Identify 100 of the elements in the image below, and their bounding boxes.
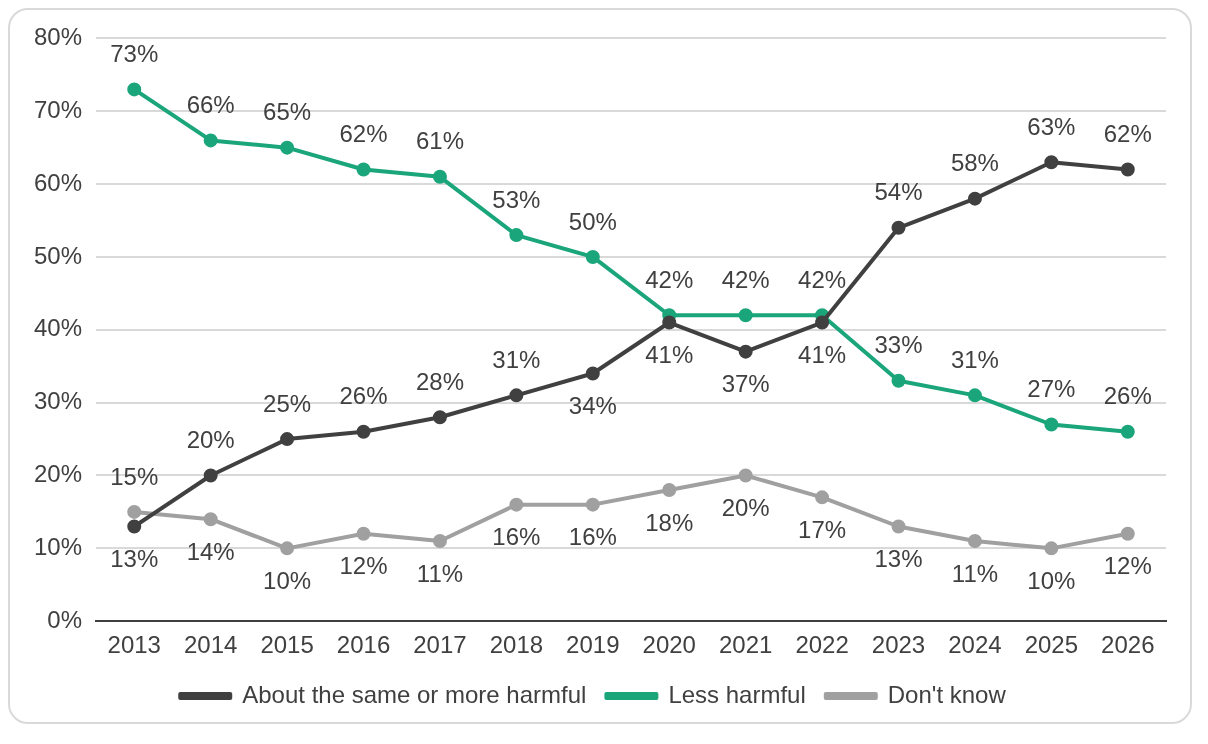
point: [585, 497, 600, 512]
data-label: 25%: [263, 389, 312, 417]
point: [509, 497, 524, 512]
x-tick-label: 2020: [642, 631, 696, 659]
point: [280, 541, 295, 556]
point: [738, 308, 753, 323]
data-label: 20%: [186, 426, 235, 454]
point: [815, 490, 830, 505]
point: [1120, 526, 1135, 541]
data-label: 63%: [1027, 112, 1076, 140]
point: [738, 468, 753, 483]
point: [432, 169, 447, 184]
point: [662, 315, 677, 330]
data-label: 14%: [186, 537, 235, 565]
data-label: 34%: [568, 392, 617, 420]
data-label: 10%: [1027, 566, 1076, 594]
data-label: 31%: [492, 345, 541, 373]
point: [280, 140, 295, 155]
point: [662, 483, 677, 498]
data-label: 12%: [1103, 552, 1152, 580]
data-label: 41%: [645, 341, 694, 369]
x-tick-label: 2024: [948, 631, 1002, 659]
point: [891, 519, 906, 534]
point: [432, 410, 447, 425]
data-label: 33%: [874, 331, 923, 359]
data-label: 26%: [1103, 382, 1152, 410]
point: [891, 220, 906, 235]
x-tick-label: 2023: [871, 631, 926, 659]
data-label: 66%: [186, 91, 235, 119]
x-tick-label: 2015: [260, 631, 314, 659]
data-label: 15%: [110, 462, 159, 490]
x-tick-label: 2017: [413, 631, 467, 659]
x-tick-label: 2014: [183, 631, 238, 659]
y-tick-label: 10%: [33, 532, 83, 560]
data-label: 20%: [721, 494, 770, 522]
point: [1120, 424, 1135, 439]
y-tick-label: 40%: [33, 314, 83, 342]
point: [356, 526, 371, 541]
x-tick-label: 2025: [1024, 631, 1079, 659]
point: [815, 315, 830, 330]
data-label: 28%: [415, 367, 464, 395]
data-label: 62%: [339, 120, 388, 148]
point: [967, 534, 982, 549]
data-label: 17%: [798, 515, 847, 543]
data-label: 58%: [950, 149, 999, 177]
point: [1044, 541, 1059, 556]
y-tick-label: 0%: [47, 605, 83, 633]
data-label: 42%: [798, 265, 847, 293]
point: [509, 228, 524, 243]
x-tick-label: 2021: [718, 631, 773, 659]
point: [280, 432, 295, 447]
data-label: 54%: [874, 178, 923, 206]
data-label: 26%: [339, 382, 388, 410]
y-tick-label: 70%: [33, 95, 83, 123]
x-tick-label: 2016: [336, 631, 391, 659]
data-label: 13%: [110, 545, 159, 573]
x-tick-label: 2013: [107, 631, 161, 659]
data-label: 62%: [1103, 120, 1152, 148]
point: [738, 344, 753, 359]
point: [1044, 417, 1059, 432]
point: [127, 82, 142, 97]
data-label: 37%: [721, 370, 770, 398]
point: [203, 512, 218, 527]
point: [585, 249, 600, 264]
y-tick-label: 60%: [33, 168, 83, 196]
point: [432, 534, 447, 549]
x-tick-label: 2019: [566, 631, 620, 659]
point: [1044, 155, 1059, 170]
data-label: 50%: [568, 207, 617, 235]
data-label: 73%: [110, 40, 159, 68]
data-label: 41%: [798, 341, 847, 369]
data-label: 13%: [874, 545, 923, 573]
x-tick-label: 2026: [1101, 631, 1155, 659]
data-label: 11%: [416, 559, 464, 587]
data-label: 42%: [645, 265, 694, 293]
point: [356, 424, 371, 439]
point: [585, 366, 600, 381]
y-tick-label: 20%: [33, 460, 83, 488]
y-tick-label: 50%: [33, 241, 83, 269]
data-label: 61%: [415, 127, 464, 155]
legend-label: About the same or more harmful: [242, 680, 587, 708]
point: [1120, 162, 1135, 177]
data-label: 16%: [492, 523, 541, 551]
data-label: 65%: [263, 98, 312, 126]
legend-label: Don't know: [887, 680, 1007, 708]
data-label: 27%: [1027, 375, 1076, 403]
data-label: 10%: [263, 566, 312, 594]
point: [127, 504, 142, 519]
point: [891, 373, 906, 388]
data-label: 11%: [951, 559, 999, 587]
point: [967, 388, 982, 403]
point: [127, 519, 142, 534]
legend-label: Less harmful: [668, 680, 806, 708]
point: [356, 162, 371, 177]
y-tick-label: 30%: [33, 387, 83, 415]
point: [203, 133, 218, 148]
data-label: 16%: [568, 523, 617, 551]
point: [967, 191, 982, 206]
x-tick-label: 2022: [795, 631, 849, 659]
data-label: 53%: [492, 185, 541, 213]
